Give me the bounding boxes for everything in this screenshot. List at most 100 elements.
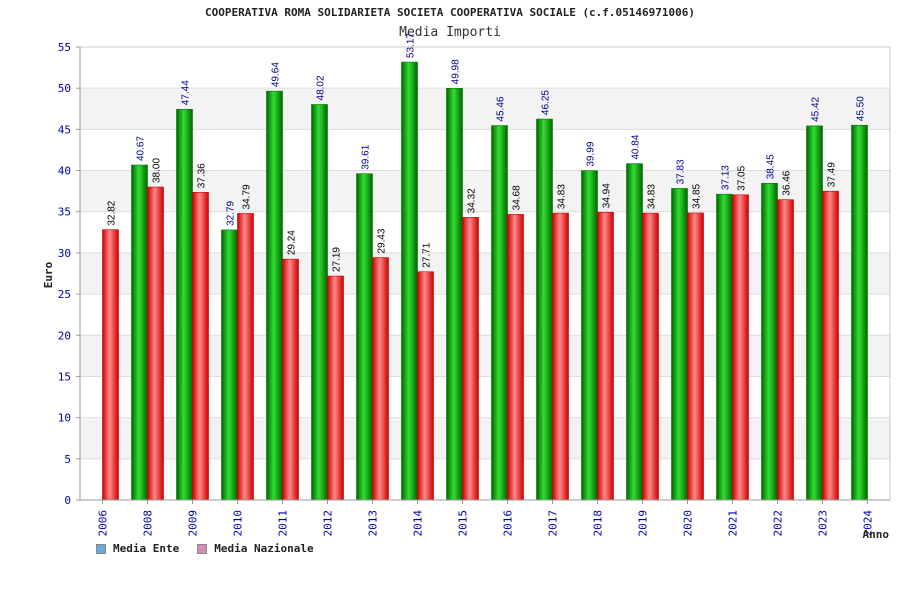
data-label: 49.98 [451,59,462,84]
grid-band [80,88,890,130]
data-label: 34.85 [692,183,703,208]
bar-media-nazionale-2006 [102,229,119,501]
legend-label-media-nazionale: Media Nazionale [214,542,314,555]
data-label: 29.24 [287,230,298,255]
bar-media-ente-2015 [446,88,463,501]
data-label: 27.71 [422,242,433,267]
bar-media-nazionale-2009 [192,191,209,501]
grid-band [80,252,890,295]
bar-media-ente-2023 [806,125,823,501]
x-tick-label: 2009 [187,510,200,537]
bar-media-ente-2017 [536,118,553,501]
data-label: 45.42 [811,96,822,121]
x-tick-label: 2023 [817,510,830,537]
bar-media-nazionale-2023 [822,190,839,501]
y-axis-label: Euro [42,261,55,288]
data-label: 48.02 [316,75,327,100]
x-tick-label: 2013 [367,510,380,537]
y-tick-label: 40 [58,165,71,178]
bar-media-nazionale-2011 [282,258,299,501]
y-tick-label: 0 [64,494,71,507]
x-tick-label: 2017 [547,510,560,537]
legend-swatch-media-ente [96,543,106,554]
bar-media-ente-2009 [176,108,193,501]
y-tick-label: 55 [58,41,71,54]
y-tick-label: 5 [64,453,71,466]
bar-media-ente-2008 [131,164,148,501]
y-tick-label: 15 [58,370,71,383]
x-tick-label: 2016 [502,510,515,537]
x-tick-label: 2012 [322,510,335,537]
data-label: 34.94 [602,183,613,208]
x-tick-label: 2006 [97,510,110,537]
bar-media-nazionale-2008 [147,186,164,501]
bar-media-nazionale-2014 [417,271,434,501]
bar-media-nazionale-2021 [732,194,749,501]
legend: Media Ente Media Nazionale [96,542,314,555]
data-label: 40.67 [136,136,147,161]
data-label: 37.36 [197,163,208,188]
x-tick-label: 2019 [637,510,650,537]
x-axis-label: Anno [863,528,890,541]
bar-media-ente-2014 [401,61,418,501]
y-tick-label: 45 [58,123,71,136]
bar-media-nazionale-2022 [777,199,794,501]
data-label: 34.32 [467,188,478,213]
data-label: 47.44 [181,80,192,105]
y-tick-label: 10 [58,412,71,425]
bar-media-ente-2012 [311,104,328,501]
y-tick-label: 30 [58,247,71,260]
data-label: 37.05 [737,165,748,190]
bar-media-nazionale-2013 [372,257,389,501]
y-tick-label: 35 [58,206,71,219]
grid-band [80,417,890,459]
grid-band [80,170,890,212]
bar-media-nazionale-2016 [507,214,524,501]
legend-label-media-ente: Media Ente [113,542,180,555]
bar-media-ente-2019 [626,163,643,501]
x-tick-label: 2021 [727,510,740,537]
data-label: 40.84 [631,134,642,159]
bar-media-nazionale-2018 [597,211,614,501]
x-tick-label: 2024 [862,510,875,537]
data-label: 46.25 [541,90,552,115]
bar-media-nazionale-2020 [687,212,704,501]
data-label: 38.00 [152,158,163,183]
data-label: 34.83 [647,184,658,209]
legend-item-media-ente: Media Ente [96,542,179,555]
y-tick-label: 25 [58,288,71,301]
bar-media-ente-2021 [716,193,733,501]
bar-media-ente-2024 [851,124,868,501]
bar-media-nazionale-2012 [327,275,344,501]
x-tick-label: 2022 [772,510,785,537]
bar-media-ente-2018 [581,170,598,501]
bar-media-ente-2020 [671,188,688,501]
data-label: 27.19 [332,247,343,272]
x-tick-label: 2020 [682,510,695,537]
x-tick-label: 2014 [412,510,425,537]
data-label: 29.43 [377,228,388,253]
data-label: 37.83 [676,159,687,184]
legend-swatch-media-nazionale [197,543,208,554]
data-label: 34.68 [512,185,523,210]
data-label: 39.61 [361,144,372,169]
x-tick-label: 2010 [232,510,245,537]
y-tick-label: 20 [58,329,71,342]
x-tick-label: 2008 [142,510,155,537]
x-tick-label: 2011 [277,510,290,537]
data-label: 38.45 [766,154,777,179]
data-label: 36.46 [782,170,793,195]
x-tick-label: 2018 [592,510,605,537]
data-label: 39.99 [586,141,597,166]
data-label: 32.82 [107,200,118,225]
data-label: 45.50 [856,96,867,121]
y-tick-label: 50 [58,82,71,95]
bar-media-ente-2011 [266,90,283,501]
bar-media-nazionale-2017 [552,212,569,501]
bar-media-ente-2022 [761,183,778,501]
bar-media-ente-2013 [356,173,373,501]
bar-media-nazionale-2015 [462,217,479,501]
data-label: 49.64 [271,62,282,87]
data-label: 34.79 [242,184,253,209]
